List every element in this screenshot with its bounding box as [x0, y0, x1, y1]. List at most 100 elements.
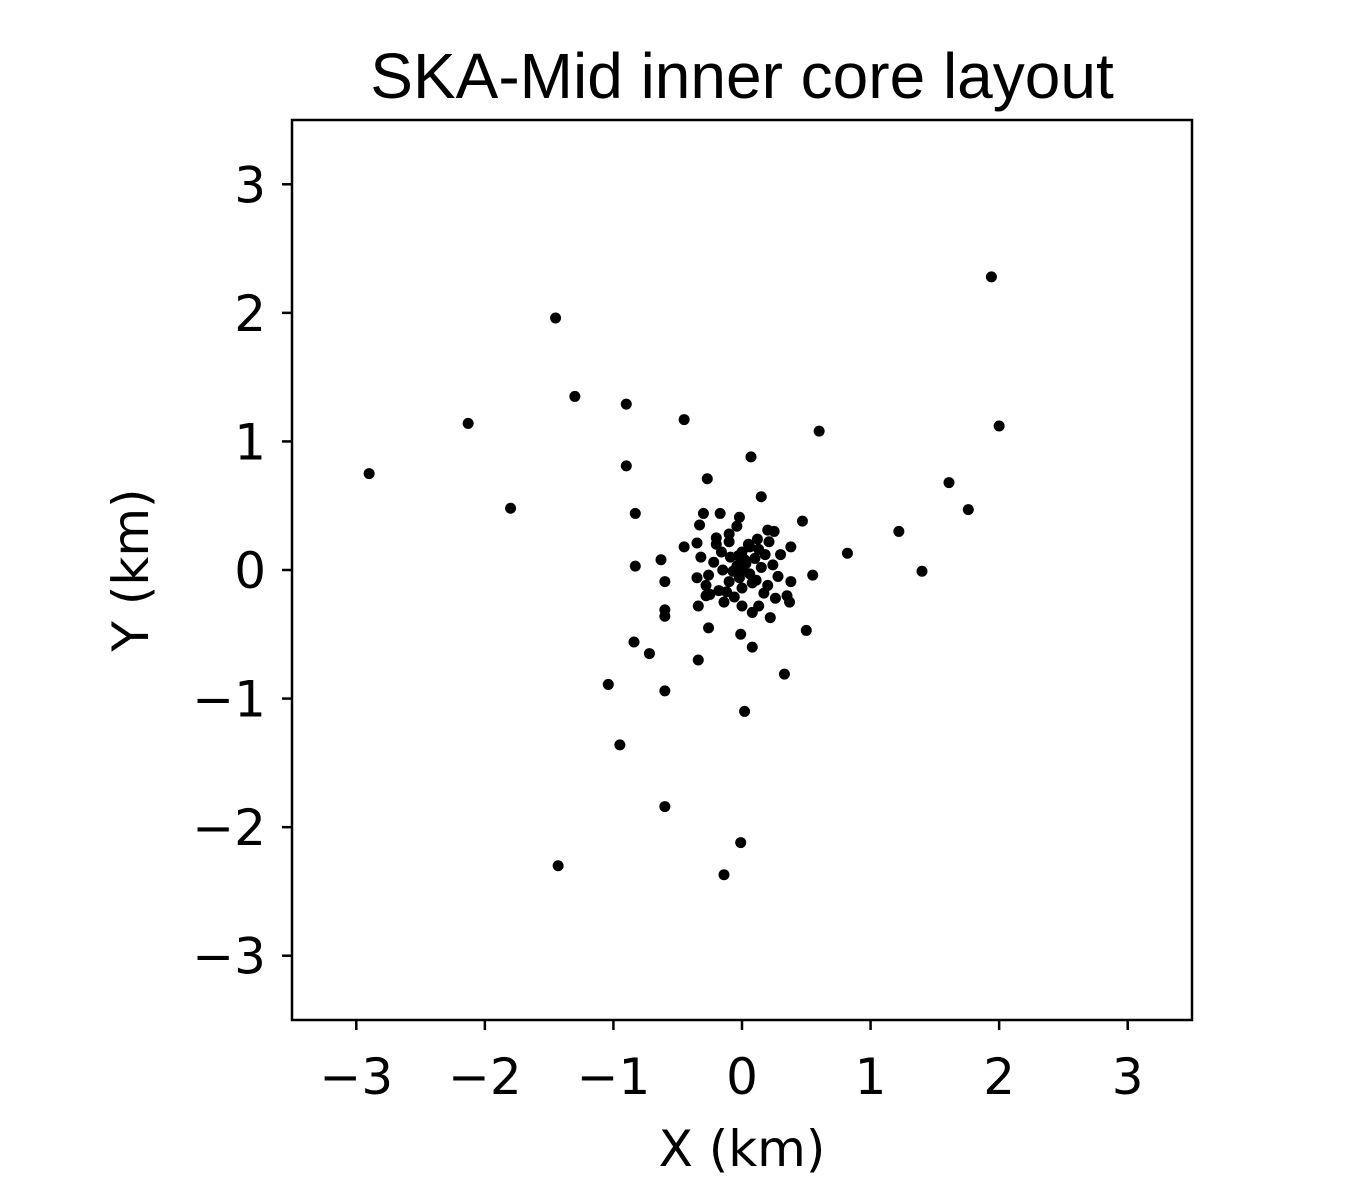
- data-point: [629, 560, 641, 572]
- data-point: [755, 491, 767, 503]
- y-axis: −3 −2 −1 0 1 2 3: [192, 156, 292, 986]
- data-point: [602, 678, 614, 690]
- data-point: [785, 541, 797, 553]
- data-point: [695, 551, 707, 563]
- data-point: [736, 582, 748, 594]
- data-point: [697, 507, 709, 519]
- data-point: [753, 543, 765, 555]
- data-point: [735, 628, 747, 640]
- data-point: [763, 536, 775, 548]
- data-point: [755, 561, 767, 573]
- data-point: [993, 420, 1005, 432]
- x-tick-label: 1: [855, 1048, 887, 1106]
- data-point: [764, 612, 776, 624]
- data-point: [807, 569, 819, 581]
- data-point: [710, 538, 722, 550]
- data-point: [721, 586, 733, 598]
- data-points: [363, 271, 1005, 881]
- data-point: [678, 541, 690, 553]
- x-tick-label: −2: [448, 1048, 522, 1106]
- data-point: [700, 579, 712, 591]
- data-point: [691, 537, 703, 549]
- data-point: [701, 473, 713, 485]
- data-point: [552, 860, 564, 872]
- data-point: [505, 502, 517, 514]
- data-point: [643, 648, 655, 660]
- data-point: [700, 590, 712, 602]
- data-point: [784, 596, 796, 608]
- data-point: [703, 622, 715, 634]
- data-point: [694, 519, 706, 531]
- data-point: [745, 451, 757, 463]
- data-point: [708, 556, 720, 568]
- data-point: [746, 606, 758, 618]
- data-point: [943, 477, 955, 489]
- data-point: [723, 576, 735, 588]
- data-point: [715, 546, 727, 558]
- data-point: [841, 547, 853, 559]
- y-tick-label: 0: [234, 542, 266, 600]
- y-tick-label: 2: [234, 285, 266, 343]
- data-point: [659, 610, 671, 622]
- data-point: [732, 550, 744, 562]
- data-point: [962, 504, 974, 516]
- y-tick-label: −2: [192, 799, 266, 857]
- y-tick-label: −1: [192, 671, 266, 729]
- data-point: [678, 414, 690, 426]
- data-point: [620, 460, 632, 472]
- data-point: [723, 528, 735, 540]
- data-point: [769, 592, 781, 604]
- data-point: [742, 538, 754, 550]
- x-axis-label: X (km): [659, 1120, 826, 1178]
- y-tick-label: 3: [234, 156, 266, 214]
- data-point: [614, 739, 626, 751]
- data-point: [550, 312, 562, 324]
- data-point: [655, 554, 667, 566]
- data-point: [714, 507, 726, 519]
- data-point: [628, 636, 640, 648]
- data-point: [692, 654, 704, 666]
- y-axis-label: Y (km): [102, 488, 160, 652]
- data-point: [691, 572, 703, 584]
- data-point: [733, 511, 745, 523]
- data-point: [985, 271, 997, 283]
- data-point: [629, 507, 641, 519]
- data-point: [767, 559, 779, 571]
- data-point: [731, 520, 743, 532]
- data-point: [893, 525, 905, 537]
- data-point: [746, 577, 758, 589]
- data-point: [659, 576, 671, 588]
- data-point: [796, 515, 808, 527]
- data-point: [736, 600, 748, 612]
- data-point: [718, 596, 730, 608]
- data-point: [739, 705, 751, 717]
- data-point: [751, 533, 763, 545]
- x-tick-label: 0: [726, 1048, 758, 1106]
- data-point: [778, 668, 790, 680]
- data-point: [569, 390, 581, 402]
- data-point: [728, 591, 740, 603]
- x-tick-label: −1: [577, 1048, 651, 1106]
- data-point: [620, 398, 632, 410]
- y-tick-label: 1: [234, 413, 266, 471]
- data-point: [775, 549, 787, 561]
- y-tick-label: −3: [192, 928, 266, 986]
- data-point: [692, 600, 704, 612]
- data-point: [727, 565, 739, 577]
- data-point: [813, 425, 825, 437]
- x-tick-label: −3: [319, 1048, 393, 1106]
- data-point: [363, 468, 375, 480]
- data-point: [659, 801, 671, 813]
- x-tick-label: 2: [983, 1048, 1015, 1106]
- data-point: [717, 564, 729, 576]
- data-point: [703, 569, 715, 581]
- data-point: [772, 570, 784, 582]
- data-point: [749, 552, 761, 564]
- data-point: [723, 536, 735, 548]
- data-point: [785, 576, 797, 588]
- data-point: [746, 641, 758, 653]
- data-point: [916, 565, 928, 577]
- data-point: [758, 587, 770, 599]
- x-axis: −3 −2 −1 0 1 2 3: [319, 1020, 1144, 1106]
